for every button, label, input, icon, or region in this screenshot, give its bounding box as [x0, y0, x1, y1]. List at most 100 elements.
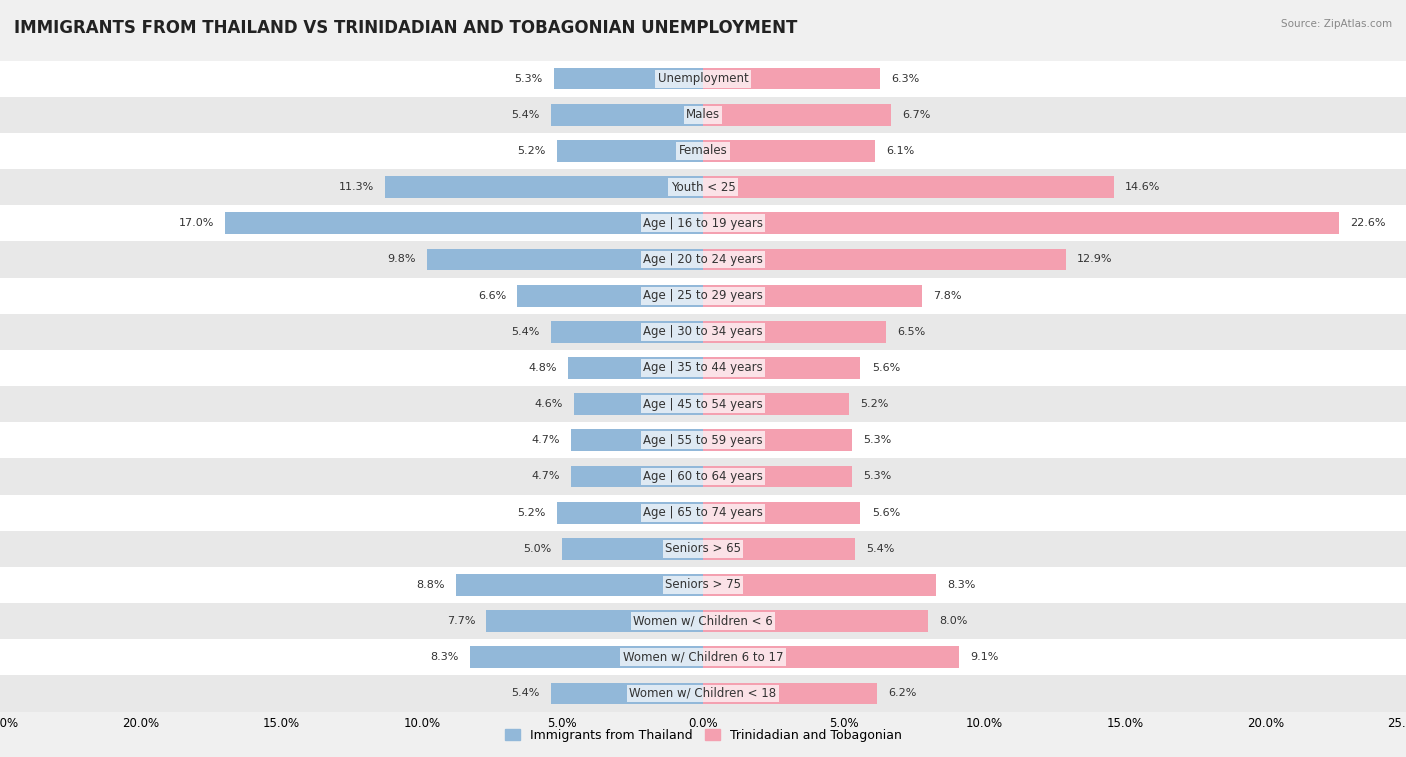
Text: 8.3%: 8.3%: [948, 580, 976, 590]
Text: Source: ZipAtlas.com: Source: ZipAtlas.com: [1281, 19, 1392, 29]
Text: 4.6%: 4.6%: [534, 399, 562, 409]
Text: 7.8%: 7.8%: [934, 291, 962, 301]
Bar: [551, 104, 703, 126]
Bar: [703, 538, 855, 559]
Text: Age | 20 to 24 years: Age | 20 to 24 years: [643, 253, 763, 266]
Text: 8.0%: 8.0%: [939, 616, 967, 626]
Text: Age | 25 to 29 years: Age | 25 to 29 years: [643, 289, 763, 302]
Bar: [703, 68, 880, 89]
Bar: [571, 466, 703, 488]
Text: 5.6%: 5.6%: [872, 508, 900, 518]
Bar: [456, 574, 703, 596]
Text: 5.2%: 5.2%: [517, 146, 546, 156]
Bar: [557, 502, 703, 524]
Text: 8.3%: 8.3%: [430, 653, 458, 662]
Text: Women w/ Children < 18: Women w/ Children < 18: [630, 687, 776, 700]
Text: Women w/ Children < 6: Women w/ Children < 6: [633, 615, 773, 628]
Text: 17.0%: 17.0%: [179, 218, 214, 229]
Text: 7.7%: 7.7%: [447, 616, 475, 626]
Bar: [703, 394, 849, 415]
Text: 5.3%: 5.3%: [515, 73, 543, 83]
Bar: [0, 603, 1406, 639]
Bar: [0, 350, 1406, 386]
Bar: [703, 357, 860, 378]
Text: 14.6%: 14.6%: [1125, 182, 1160, 192]
Bar: [551, 683, 703, 704]
Text: 22.6%: 22.6%: [1350, 218, 1385, 229]
Text: 5.0%: 5.0%: [523, 544, 551, 554]
Text: Age | 60 to 64 years: Age | 60 to 64 years: [643, 470, 763, 483]
Bar: [0, 278, 1406, 313]
Text: 5.3%: 5.3%: [863, 472, 891, 481]
Bar: [557, 140, 703, 162]
Bar: [0, 133, 1406, 169]
Bar: [554, 68, 703, 89]
Bar: [703, 104, 891, 126]
Text: Seniors > 65: Seniors > 65: [665, 542, 741, 556]
Bar: [427, 248, 703, 270]
Text: Males: Males: [686, 108, 720, 121]
Text: 12.9%: 12.9%: [1077, 254, 1112, 264]
Bar: [703, 213, 1339, 234]
Legend: Immigrants from Thailand, Trinidadian and Tobagonian: Immigrants from Thailand, Trinidadian an…: [499, 724, 907, 747]
Bar: [574, 394, 703, 415]
Bar: [703, 466, 852, 488]
Text: 5.2%: 5.2%: [517, 508, 546, 518]
Bar: [703, 248, 1066, 270]
Text: 4.7%: 4.7%: [531, 472, 560, 481]
Bar: [0, 675, 1406, 712]
Text: 5.4%: 5.4%: [866, 544, 894, 554]
Bar: [703, 683, 877, 704]
Bar: [225, 213, 703, 234]
Text: 6.1%: 6.1%: [886, 146, 914, 156]
Text: 6.7%: 6.7%: [903, 110, 931, 120]
Text: 9.1%: 9.1%: [970, 653, 998, 662]
Text: Age | 45 to 54 years: Age | 45 to 54 years: [643, 397, 763, 410]
Text: Seniors > 75: Seniors > 75: [665, 578, 741, 591]
Text: 6.3%: 6.3%: [891, 73, 920, 83]
Text: 9.8%: 9.8%: [388, 254, 416, 264]
Text: Age | 65 to 74 years: Age | 65 to 74 years: [643, 506, 763, 519]
Text: 5.3%: 5.3%: [863, 435, 891, 445]
Text: Females: Females: [679, 145, 727, 157]
Text: 5.4%: 5.4%: [512, 110, 540, 120]
Bar: [703, 285, 922, 307]
Text: Age | 30 to 34 years: Age | 30 to 34 years: [643, 326, 763, 338]
Bar: [703, 610, 928, 632]
Text: Age | 35 to 44 years: Age | 35 to 44 years: [643, 362, 763, 375]
Bar: [703, 574, 936, 596]
Text: 5.4%: 5.4%: [512, 327, 540, 337]
Bar: [703, 429, 852, 451]
Bar: [568, 357, 703, 378]
Bar: [703, 321, 886, 343]
Bar: [0, 459, 1406, 494]
Bar: [385, 176, 703, 198]
Bar: [0, 313, 1406, 350]
Bar: [551, 321, 703, 343]
Bar: [486, 610, 703, 632]
Bar: [703, 140, 875, 162]
Bar: [517, 285, 703, 307]
Bar: [0, 386, 1406, 422]
Text: 4.7%: 4.7%: [531, 435, 560, 445]
Bar: [703, 646, 959, 668]
Text: 6.2%: 6.2%: [889, 689, 917, 699]
Bar: [0, 169, 1406, 205]
Text: 5.4%: 5.4%: [512, 689, 540, 699]
Text: 5.2%: 5.2%: [860, 399, 889, 409]
Text: 5.6%: 5.6%: [872, 363, 900, 373]
Text: 6.6%: 6.6%: [478, 291, 506, 301]
Text: Youth < 25: Youth < 25: [671, 181, 735, 194]
Bar: [0, 97, 1406, 133]
Text: 8.8%: 8.8%: [416, 580, 444, 590]
Bar: [470, 646, 703, 668]
Text: Age | 16 to 19 years: Age | 16 to 19 years: [643, 217, 763, 230]
Bar: [703, 502, 860, 524]
Bar: [0, 422, 1406, 459]
Bar: [703, 176, 1114, 198]
Bar: [0, 531, 1406, 567]
Bar: [562, 538, 703, 559]
Bar: [0, 241, 1406, 278]
Bar: [0, 494, 1406, 531]
Bar: [571, 429, 703, 451]
